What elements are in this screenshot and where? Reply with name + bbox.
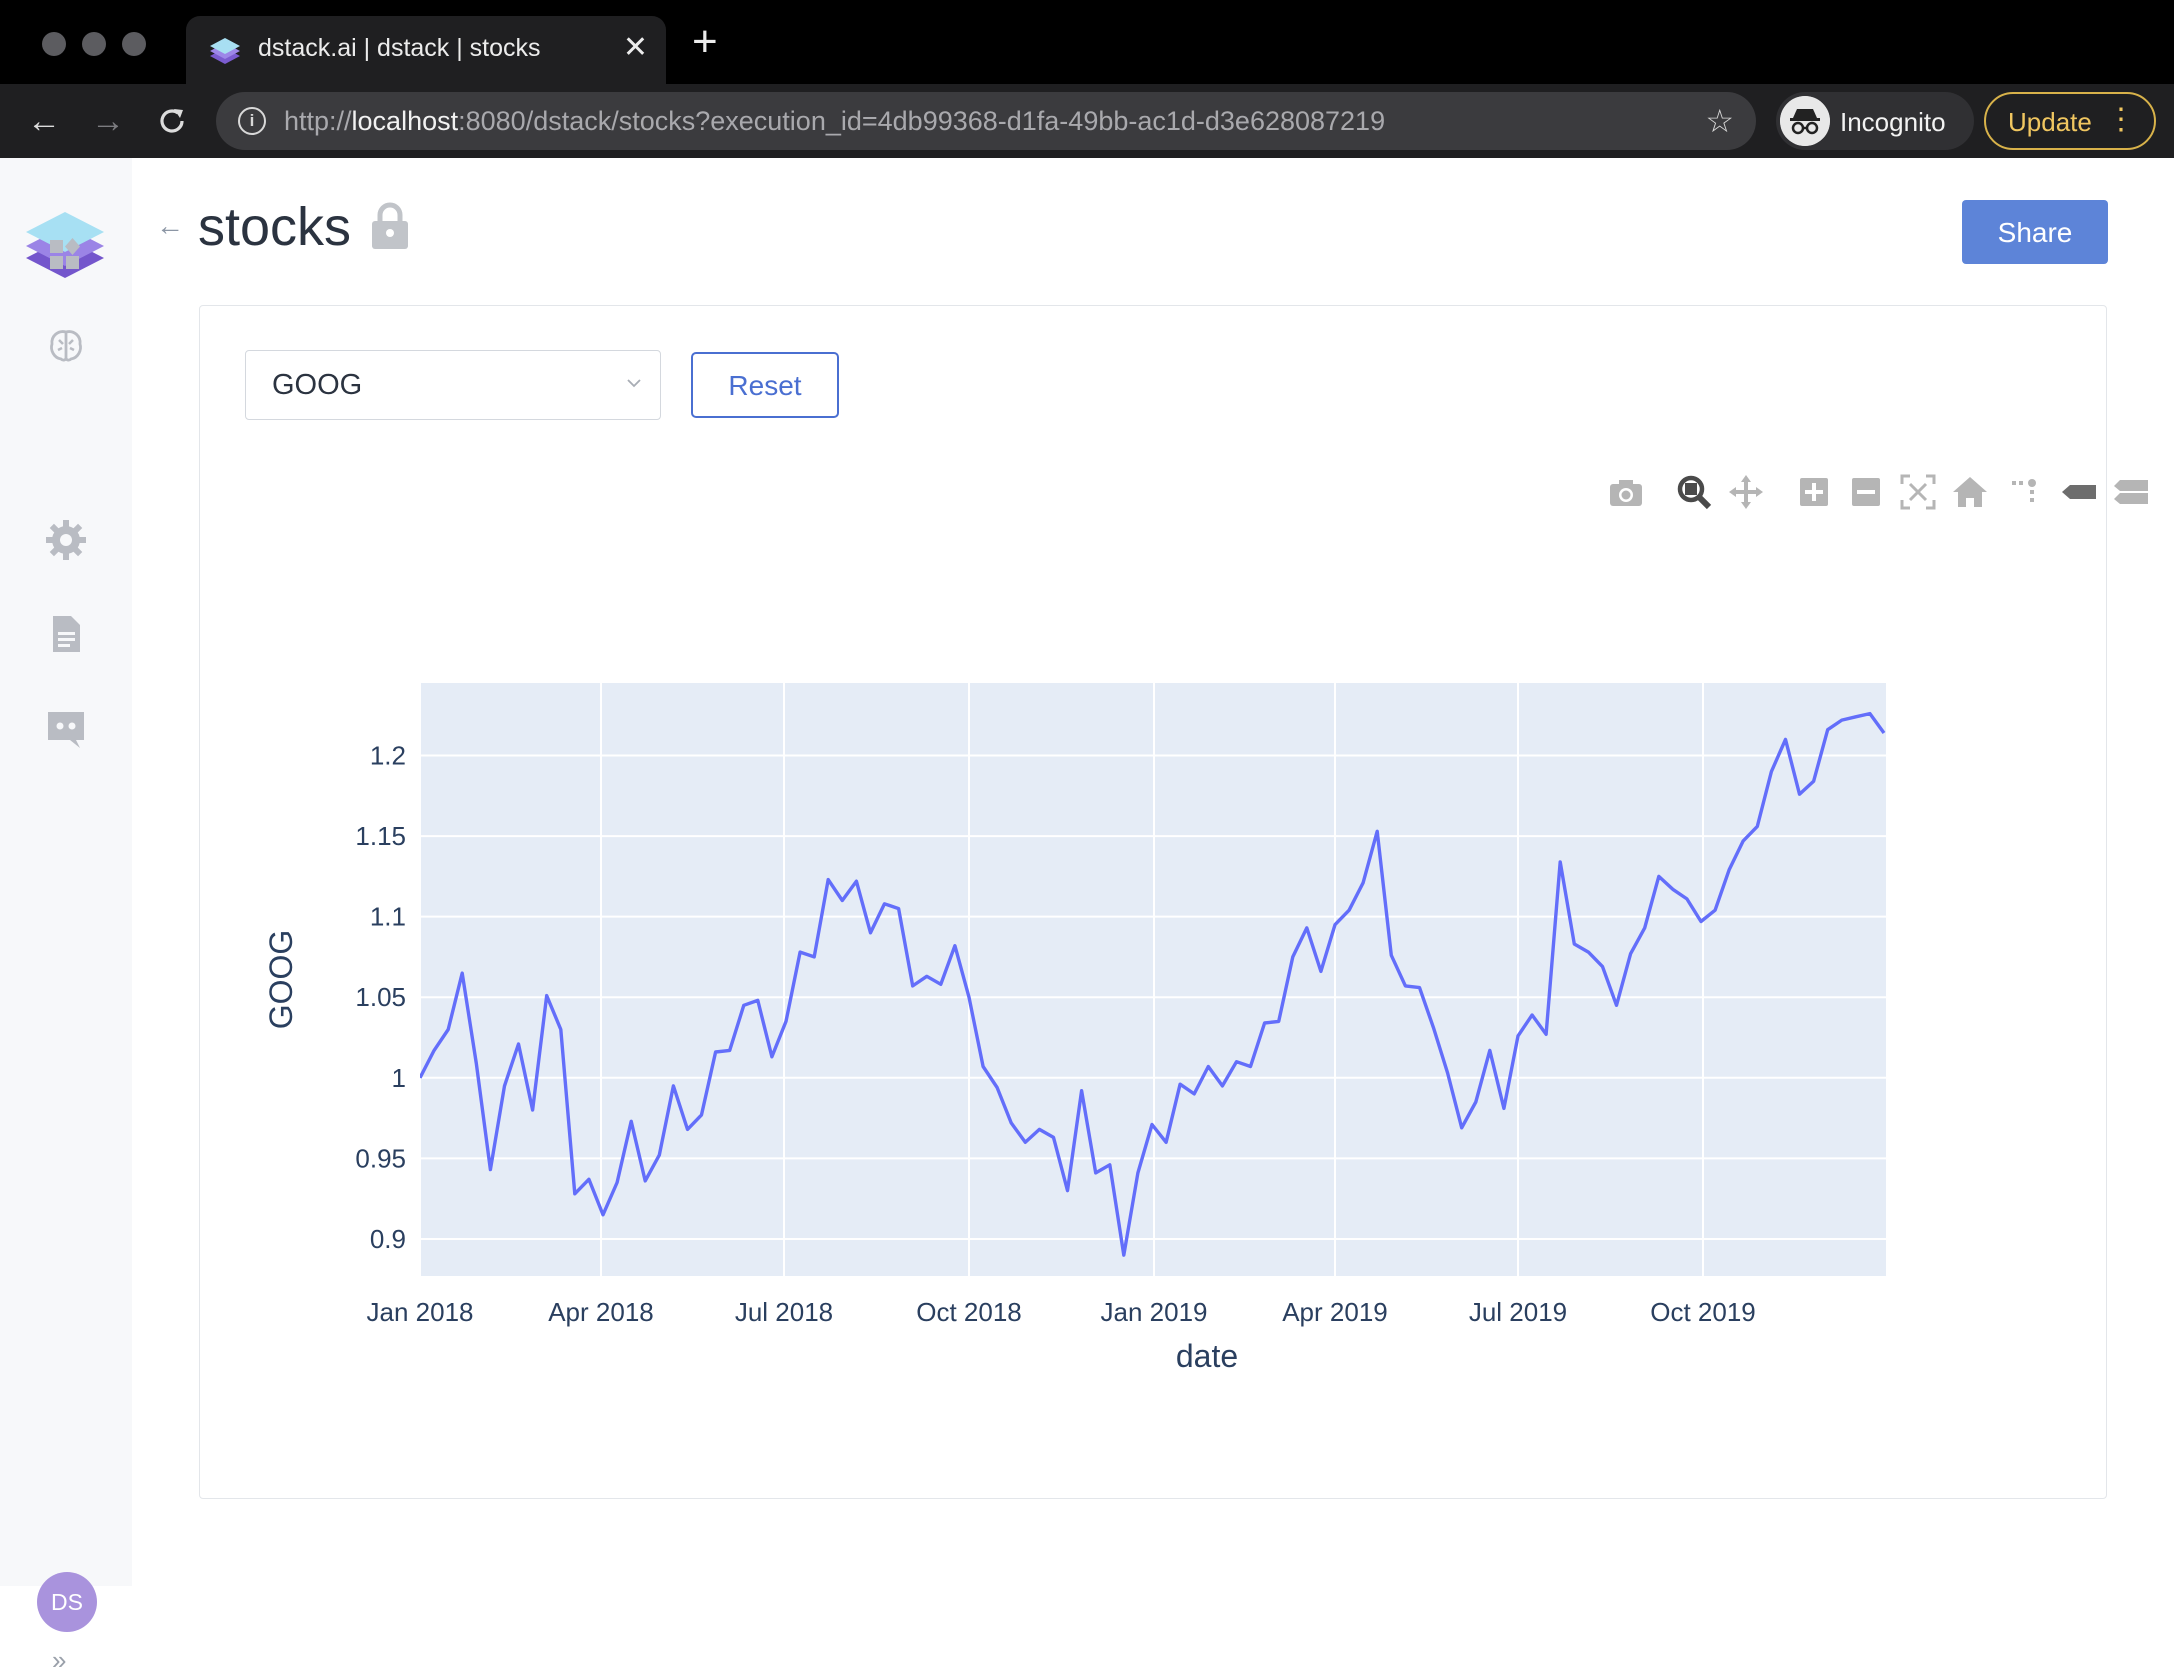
tab-title: dstack.ai | dstack | stocks [258, 34, 541, 62]
window-minimize-dot[interactable] [82, 32, 106, 56]
window-zoom-dot[interactable] [122, 32, 146, 56]
brain-icon[interactable] [42, 322, 90, 370]
discord-icon[interactable] [42, 704, 90, 752]
tab-close-icon[interactable]: ✕ [622, 31, 648, 64]
more-vert-icon[interactable]: ⋮ [2106, 103, 2136, 136]
settings-icon[interactable] [42, 516, 90, 564]
new-tab-icon[interactable]: + [692, 17, 718, 66]
lock-icon [372, 202, 408, 249]
camera-icon[interactable] [1606, 472, 1646, 512]
window-close-dot[interactable] [42, 32, 66, 56]
zoom-in-icon[interactable] [1794, 472, 1834, 512]
expand-sidebar-icon[interactable]: » [52, 1645, 67, 1675]
reset-button[interactable]: Reset [691, 352, 839, 418]
reload-icon[interactable] [152, 101, 192, 141]
dstack-logo-icon[interactable] [24, 202, 106, 286]
stock-select-value: GOOG [272, 369, 363, 401]
pan-icon[interactable] [1726, 472, 1766, 512]
page-title: stocks [198, 197, 352, 257]
bookmark-star-icon[interactable]: ☆ [1705, 103, 1734, 139]
share-button[interactable]: Share [1962, 200, 2108, 264]
autoscale-icon[interactable] [1898, 472, 1938, 512]
incognito-badge[interactable]: Incognito [1776, 92, 1974, 150]
chevron-down-icon [627, 379, 641, 388]
hover-compare-icon[interactable] [2112, 472, 2152, 512]
user-avatar[interactable]: DS [37, 1572, 97, 1632]
dstack-favicon-icon [210, 38, 240, 64]
update-label: Update [2008, 107, 2092, 137]
browser-tab[interactable]: dstack.ai | dstack | stocks ✕ [186, 16, 666, 84]
hover-closest-icon[interactable] [2060, 472, 2100, 512]
address-bar[interactable]: i http://localhost:8080/dstack/stocks?ex… [216, 92, 1756, 150]
reset-axes-icon[interactable] [1950, 472, 1990, 512]
site-info-icon[interactable]: i [238, 107, 266, 135]
spike-lines-icon[interactable] [2008, 472, 2048, 512]
sidebar: DS » [0, 158, 132, 1675]
zoom-icon[interactable] [1674, 472, 1714, 512]
dashboard-icon[interactable] [42, 230, 90, 278]
incognito-icon [1780, 96, 1830, 146]
zoom-out-icon[interactable] [1846, 472, 1886, 512]
update-button[interactable]: Update ⋮ [1984, 92, 2156, 150]
incognito-label: Incognito [1840, 107, 1946, 137]
back-icon[interactable]: ← [27, 102, 61, 140]
browser-toolbar: ← → i http://localhost:8080/dstack/stock… [0, 84, 2174, 158]
url-text[interactable]: http://localhost:8080/dstack/stocks?exec… [284, 106, 1386, 136]
stock-select[interactable]: GOOG [245, 350, 661, 420]
back-arrow-icon[interactable]: ← [156, 210, 184, 241]
document-icon[interactable] [42, 610, 90, 658]
browser-tab-strip: dstack.ai | dstack | stocks ✕ + [0, 0, 2174, 84]
forward-icon[interactable]: → [91, 102, 125, 140]
chart-card: GOOG Reset [199, 305, 2148, 1499]
